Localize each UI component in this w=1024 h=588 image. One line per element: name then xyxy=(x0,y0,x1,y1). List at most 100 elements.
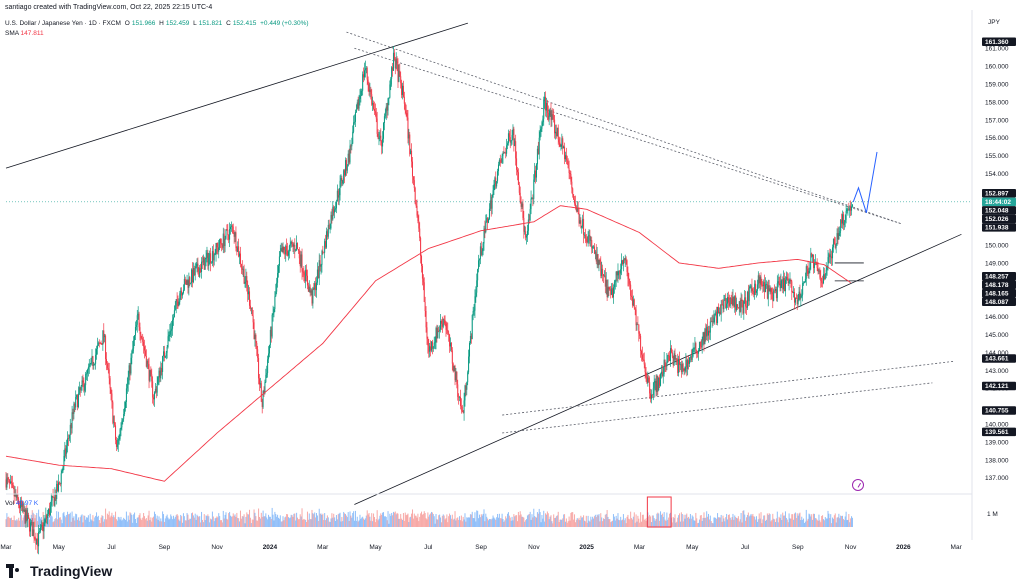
candle-body xyxy=(258,357,260,379)
price-chart[interactable]: 137.000138.000139.000140.000142.000143.0… xyxy=(0,0,1024,555)
tradingview-logo[interactable]: TradingView xyxy=(6,563,112,579)
volume-bar xyxy=(673,518,675,527)
volume-bar xyxy=(610,522,612,527)
volume-bar xyxy=(350,515,352,527)
candle-body xyxy=(602,268,604,275)
candle-body xyxy=(763,282,765,287)
open-label: O xyxy=(124,20,130,27)
volume-bar xyxy=(424,512,426,527)
candle-body xyxy=(473,310,475,312)
volume-bar xyxy=(207,514,209,527)
symbol-legend[interactable]: U.S. Dollar / Japanese Yen · 1D · FXCM O… xyxy=(5,20,311,27)
candle-body xyxy=(629,283,631,285)
candle-body xyxy=(19,505,21,509)
volume-bar xyxy=(302,519,304,527)
candle-body xyxy=(451,350,453,364)
volume-bar xyxy=(374,522,376,527)
volume-layer xyxy=(5,496,853,528)
volume-bar xyxy=(64,515,66,527)
candle-body xyxy=(450,342,452,351)
volume-bar xyxy=(789,518,791,527)
candle-body xyxy=(541,122,543,129)
candle-body xyxy=(478,260,480,270)
candle-body xyxy=(368,84,370,92)
volume-bar xyxy=(419,516,421,527)
volume-legend[interactable]: Vol 40.97 K xyxy=(5,500,38,507)
candle-body xyxy=(365,67,367,69)
volume-bar xyxy=(489,519,491,527)
candle-body xyxy=(649,382,651,394)
candle-body xyxy=(201,261,203,273)
candle-body xyxy=(743,301,745,314)
volume-bar xyxy=(256,520,258,527)
x-tick-label: May xyxy=(53,544,66,551)
volume-bar xyxy=(637,515,639,527)
candle-body xyxy=(403,96,405,104)
price-tag-label: 142.121 xyxy=(985,383,1009,390)
candle-body xyxy=(837,233,839,240)
volume-bar xyxy=(411,509,413,527)
candle-body xyxy=(325,241,327,248)
candle-body xyxy=(726,303,728,309)
candle-body xyxy=(375,113,377,119)
candle-body xyxy=(574,199,576,204)
volume-bar xyxy=(11,520,13,527)
volume-bar xyxy=(60,519,62,527)
candle-body xyxy=(554,119,556,134)
volume-bar xyxy=(228,513,230,527)
volume-bar xyxy=(741,522,743,527)
volume-bar xyxy=(828,513,830,527)
volume-bar xyxy=(722,515,724,527)
x-tick-label: Jul xyxy=(107,544,116,551)
candle-body xyxy=(662,373,664,376)
volume-bar xyxy=(211,511,213,527)
candle-body xyxy=(803,282,805,284)
volume-bar xyxy=(650,522,652,527)
volume-bar xyxy=(23,515,25,527)
volume-bar xyxy=(759,518,761,527)
volume-bar xyxy=(651,515,653,527)
candle-body xyxy=(754,283,756,295)
candle-body xyxy=(686,359,688,369)
volume-bar xyxy=(709,515,711,527)
volume-bar xyxy=(653,518,655,527)
brush-icon[interactable] xyxy=(852,479,864,491)
volume-bar xyxy=(396,512,398,527)
candle-body xyxy=(17,493,19,500)
volume-bar xyxy=(399,518,401,527)
candle-body xyxy=(41,524,43,526)
candle-body xyxy=(703,332,705,344)
candle-body xyxy=(392,52,394,71)
volume-bar xyxy=(391,512,393,527)
candle-body xyxy=(353,122,355,132)
sma-legend[interactable]: SMA 147.811 xyxy=(5,30,44,37)
candle-body xyxy=(137,313,139,316)
volume-bar xyxy=(389,513,391,527)
volume-bar xyxy=(661,513,663,527)
volume-bar xyxy=(522,516,524,527)
candle-body xyxy=(124,401,126,409)
volume-bar xyxy=(229,511,231,527)
candle-body xyxy=(411,161,413,177)
volume-bar xyxy=(202,522,204,527)
candle-body xyxy=(479,246,481,260)
volume-bar xyxy=(622,519,624,527)
volume-bar xyxy=(35,515,37,527)
candle-body xyxy=(683,368,685,371)
volume-bar xyxy=(309,519,311,527)
candle-body xyxy=(727,297,729,304)
volume-bar xyxy=(597,515,599,527)
candle-body xyxy=(122,418,124,421)
candle-body xyxy=(86,369,88,374)
volume-bar xyxy=(459,516,461,527)
volume-bar xyxy=(200,522,202,527)
volume-bar xyxy=(454,511,456,527)
price-tag-label: 161.360 xyxy=(985,39,1009,46)
candle-body xyxy=(391,67,393,79)
volume-bar xyxy=(182,522,184,527)
volume-bar xyxy=(38,516,40,527)
volume-bar xyxy=(392,511,394,527)
volume-bar xyxy=(54,519,56,527)
candle-body xyxy=(47,513,49,519)
candle-body xyxy=(536,164,538,178)
